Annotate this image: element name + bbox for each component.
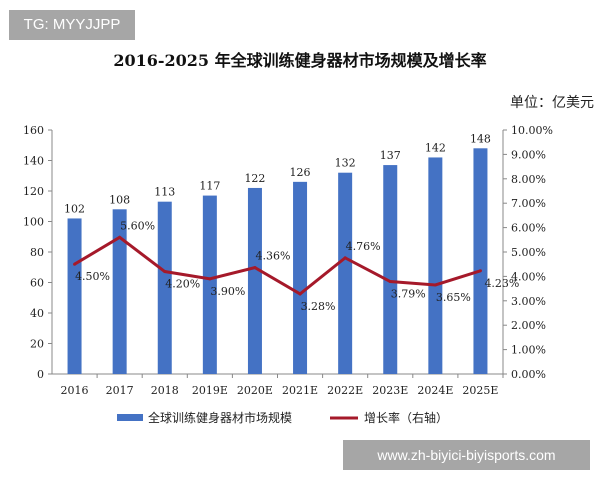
growth-point bbox=[73, 262, 77, 266]
left-tick-label: 140 bbox=[23, 155, 44, 168]
left-tick-label: 60 bbox=[30, 277, 44, 290]
growth-label: 3.90% bbox=[210, 285, 245, 298]
bar bbox=[428, 157, 443, 374]
bar bbox=[112, 209, 127, 374]
bar-label: 132 bbox=[335, 157, 356, 170]
bar bbox=[157, 201, 172, 374]
bar-label: 142 bbox=[425, 141, 446, 154]
growth-point bbox=[253, 266, 257, 270]
left-tick-label: 100 bbox=[23, 216, 44, 229]
right-tick-label: 3.00% bbox=[511, 295, 546, 308]
growth-point bbox=[298, 292, 302, 296]
bar bbox=[247, 187, 262, 374]
watermark-bottom-right: www.zh-biyici-biyisports.com bbox=[343, 440, 590, 470]
right-tick-label: 10.00% bbox=[511, 124, 553, 137]
right-tick-label: 6.00% bbox=[511, 222, 546, 235]
chart-title: 2016-2025 年全球训练健身器材市场规模及增长率 bbox=[113, 51, 486, 70]
legend-line-label: 增长率（右轴） bbox=[364, 410, 448, 425]
right-tick-label: 2.00% bbox=[511, 319, 546, 332]
bar bbox=[67, 218, 82, 374]
x-tick-label: 2020E bbox=[237, 384, 273, 397]
x-tick-label: 2017 bbox=[106, 384, 134, 397]
growth-label: 3.65% bbox=[436, 291, 471, 304]
growth-point bbox=[163, 270, 167, 274]
legend-bar-label: 全球训练健身器材市场规模 bbox=[148, 410, 292, 425]
bar-label: 102 bbox=[64, 202, 85, 215]
watermark-top-left: TG: MYYJJPP bbox=[9, 10, 135, 40]
left-tick-label: 160 bbox=[23, 124, 44, 137]
x-tick-label: 2023E bbox=[372, 384, 408, 397]
x-tick-label: 2021E bbox=[282, 384, 318, 397]
x-tick-label: 2019E bbox=[192, 384, 228, 397]
right-tick-label: 0.00% bbox=[511, 368, 546, 381]
bar-label: 137 bbox=[380, 149, 401, 162]
bar-label: 122 bbox=[244, 172, 265, 185]
growth-point bbox=[343, 256, 347, 260]
right-tick-label: 8.00% bbox=[511, 173, 546, 186]
right-tick-label: 5.00% bbox=[511, 246, 546, 259]
bar bbox=[338, 172, 353, 374]
x-tick-label: 2016 bbox=[61, 384, 89, 397]
bar-label: 148 bbox=[470, 132, 491, 145]
x-tick-label: 2025E bbox=[462, 384, 498, 397]
x-tick-label: 2018 bbox=[151, 384, 179, 397]
unit-label: 单位：亿美元 bbox=[510, 95, 594, 111]
left-tick-label: 0 bbox=[37, 368, 44, 381]
growth-point bbox=[388, 280, 392, 284]
legend-bar-swatch bbox=[117, 414, 143, 421]
left-tick-label: 120 bbox=[23, 185, 44, 198]
bar-label: 126 bbox=[290, 166, 311, 179]
bar bbox=[202, 195, 217, 374]
growth-label: 5.60% bbox=[120, 219, 155, 232]
left-tick-label: 40 bbox=[30, 307, 44, 320]
bar bbox=[293, 181, 308, 374]
bar bbox=[473, 148, 488, 374]
growth-label: 4.50% bbox=[75, 270, 110, 283]
x-tick-label: 2024E bbox=[417, 384, 453, 397]
growth-label: 3.79% bbox=[391, 288, 426, 301]
bar-label: 117 bbox=[199, 180, 220, 193]
right-tick-label: 1.00% bbox=[511, 344, 546, 357]
bar-label: 108 bbox=[109, 193, 130, 206]
growth-label: 4.20% bbox=[165, 278, 200, 291]
right-tick-label: 4.00% bbox=[511, 270, 546, 283]
x-tick-label: 2022E bbox=[327, 384, 363, 397]
growth-label: 3.28% bbox=[301, 300, 336, 313]
right-tick-label: 9.00% bbox=[511, 148, 546, 161]
right-tick-label: 7.00% bbox=[511, 197, 546, 210]
bar-label: 113 bbox=[154, 186, 175, 199]
growth-point bbox=[208, 277, 212, 281]
growth-point bbox=[478, 269, 482, 273]
growth-point bbox=[118, 235, 122, 239]
growth-point bbox=[433, 283, 437, 287]
left-tick-label: 20 bbox=[30, 338, 44, 351]
growth-label: 4.36% bbox=[255, 250, 290, 263]
bar bbox=[383, 165, 398, 374]
growth-line bbox=[73, 235, 481, 296]
growth-label: 4.76% bbox=[346, 240, 381, 253]
left-tick-label: 80 bbox=[30, 246, 44, 259]
growth-label: 4.23% bbox=[484, 277, 519, 290]
